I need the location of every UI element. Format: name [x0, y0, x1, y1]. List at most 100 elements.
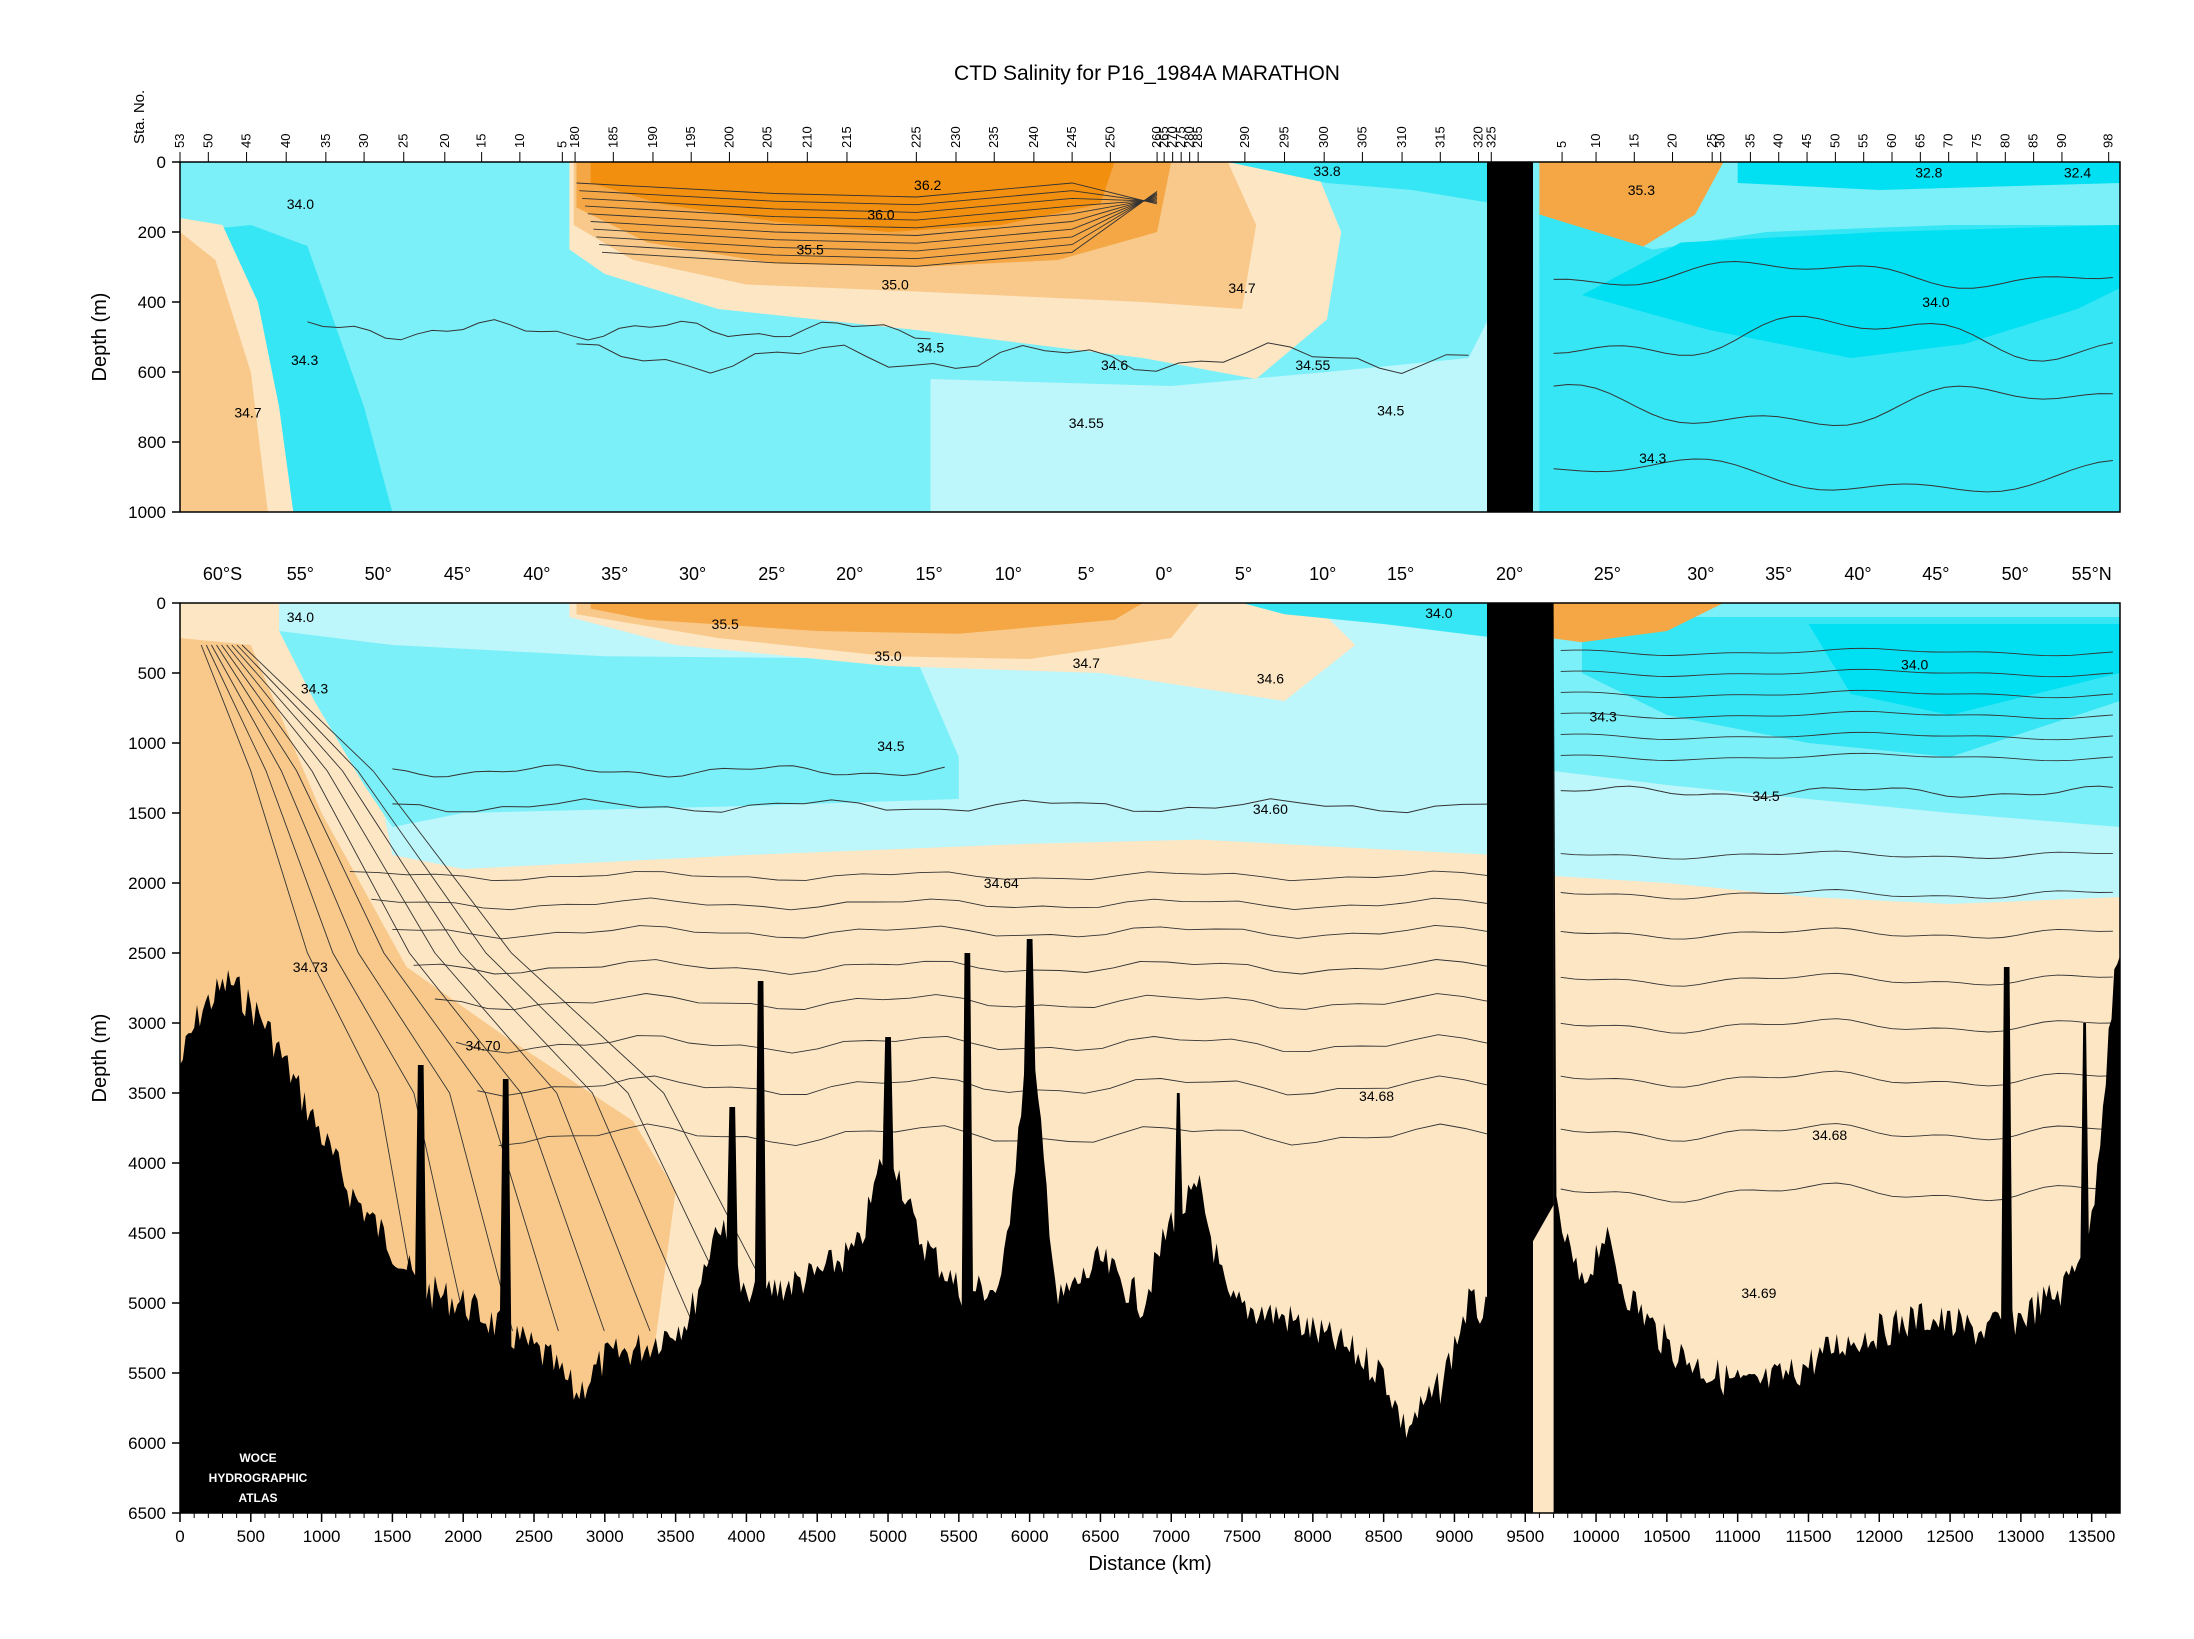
upper-y-axis-label: Depth (m): [89, 293, 111, 382]
latitude-label-14: 10°: [1309, 564, 1336, 584]
upper-contour-label-10: 34.7: [234, 404, 261, 420]
lower-contour-antarctic-0: [200, 644, 422, 1332]
lower-y-tick-label-6: 3000: [128, 1014, 166, 1033]
station-label-43: 25: [1704, 134, 1719, 148]
station-axis-label: Sta. No.: [131, 90, 148, 144]
lower-fill-strong-tropic: [590, 603, 1143, 634]
latitude-label-10: 10°: [995, 564, 1022, 584]
lower-contour-label-11: 34.5: [1752, 788, 1779, 804]
upper-contour-34-2-north: [1553, 383, 2113, 427]
upper-y-tick-label-0: 0: [157, 153, 166, 172]
upper-contour-label-9: 34.3: [291, 352, 318, 368]
x-tick-label-12: 6000: [1011, 1527, 1049, 1546]
lower-y-tick-label-4: 2000: [128, 874, 166, 893]
lower-contour-label-8: 34.0: [1901, 657, 1928, 673]
station-label-33: 300: [1316, 126, 1331, 148]
x-tick-label-6: 3000: [586, 1527, 624, 1546]
lower-contour-deep-n-6: [1560, 1123, 2113, 1142]
upper-contour-label-12: 34.5: [1377, 403, 1404, 419]
station-label-46: 40: [1771, 134, 1786, 148]
lower-contour-antarctic-6: [231, 644, 697, 1332]
upper-panel: 34.036.236.035.535.0 34.734.534.6 34.5534.…: [89, 90, 2121, 522]
lower-y-tick-label-5: 2500: [128, 944, 166, 963]
station-label-4: 35: [318, 134, 333, 148]
upper-y-tick-label-2: 400: [138, 293, 166, 312]
station-label-37: 320: [1471, 126, 1486, 148]
upper-contour-label-5: 34.7: [1228, 280, 1255, 296]
x-tick-label-15: 7500: [1223, 1527, 1261, 1546]
station-label-38: 325: [1483, 126, 1498, 148]
lower-fill-strong-north: [1539, 603, 1724, 643]
lower-contour-label-5: 34.3: [301, 680, 328, 696]
upper-contour-tropic-5: [590, 196, 1158, 236]
station-label-25: 260: [1149, 126, 1164, 148]
station-label-54: 80: [1997, 134, 2012, 148]
x-tick-label-13: 6500: [1082, 1527, 1120, 1546]
lower-contour-north-upper-4: [1560, 731, 2113, 741]
latitude-label-16: 20°: [1496, 564, 1523, 584]
station-label-13: 190: [645, 126, 660, 148]
upper-contour-label-11: 34.55: [1069, 415, 1104, 431]
upper-contour-label-18: 34.3: [1639, 450, 1666, 466]
lower-contour-label-9: 34.3: [1590, 708, 1617, 724]
upper-contour-label-0: 34.0: [287, 196, 314, 212]
station-label-20: 230: [948, 126, 963, 148]
station-label-17: 210: [799, 126, 814, 148]
station-label-19: 225: [908, 126, 923, 148]
station-label-32: 295: [1277, 126, 1292, 148]
latitude-label-17: 25°: [1594, 564, 1621, 584]
lower-contour-label-10: 34.60: [1253, 801, 1288, 817]
station-label-2: 45: [239, 134, 254, 148]
latitude-label-15: 15°: [1387, 564, 1414, 584]
upper-contour-label-15: 32.8: [1915, 165, 1942, 181]
station-label-12: 185: [605, 126, 620, 148]
station-label-44: 30: [1713, 134, 1728, 148]
lower-contour-deep-s-5: [455, 1034, 1490, 1054]
latitude-label-9: 15°: [915, 564, 942, 584]
station-label-39: 5: [1554, 141, 1569, 148]
upper-contour-label-6: 34.5: [917, 340, 944, 356]
station-label-35: 310: [1394, 126, 1409, 148]
station-label-7: 20: [437, 134, 452, 148]
lower-contour-deep-s-2: [392, 924, 1490, 940]
station-label-42: 20: [1665, 134, 1680, 148]
x-tick-label-2: 1000: [303, 1527, 341, 1546]
lower-contour-north-upper-0: [1560, 647, 2113, 657]
x-tick-label-18: 9000: [1436, 1527, 1474, 1546]
lower-contour-antarctic-7: [236, 644, 743, 1332]
latitude-label-12: 0°: [1156, 564, 1173, 584]
upper-contour-34-3-north: [1553, 458, 2113, 493]
lower-y-tick-label-10: 5000: [128, 1294, 166, 1313]
x-tick-label-27: 13500: [2068, 1527, 2115, 1546]
upper-contour-tropic-4: [587, 197, 1158, 229]
latitude-label-6: 30°: [679, 564, 706, 584]
lower-contour-antarctic-8: [241, 644, 789, 1332]
station-label-24: 250: [1102, 126, 1117, 148]
latitude-label-23: 55°N: [2072, 564, 2112, 584]
lower-contour-deep-n-0: [1560, 850, 2113, 860]
upper-contour-34-1-north: [1553, 315, 2114, 362]
station-label-45: 35: [1742, 134, 1757, 148]
x-tick-label-9: 4500: [798, 1527, 836, 1546]
lower-y-tick-label-0: 0: [157, 594, 166, 613]
station-label-14: 195: [683, 126, 698, 148]
upper-frame: [179, 161, 2121, 513]
latitude-label-22: 50°: [2002, 564, 2029, 584]
x-tick-label-20: 10000: [1572, 1527, 1619, 1546]
lower-contour-label-12: 34.64: [984, 875, 1019, 891]
station-label-53: 75: [1969, 134, 1984, 148]
lower-y-tick-label-13: 6500: [128, 1504, 166, 1523]
station-label-47: 45: [1799, 134, 1814, 148]
upper-contour-label-8: 34.55: [1295, 357, 1330, 373]
station-label-10: 5: [554, 141, 569, 148]
x-tick-label-22: 11000: [1715, 1527, 1761, 1546]
station-label-41: 15: [1626, 134, 1641, 148]
lower-contour-deep-n-2: [1560, 927, 2113, 940]
station-label-6: 25: [396, 134, 411, 148]
latitude-label-0: 60°S: [203, 564, 242, 584]
lower-contour-label-6: 34.5: [877, 738, 904, 754]
lower-contour-34-5-north: [1560, 785, 2113, 798]
chart-title: CTD Salinity for P16_1984A MARATHON: [954, 62, 1340, 85]
lower-contour-antarctic-3: [216, 644, 559, 1332]
lower-contour-label-1: 35.5: [712, 616, 739, 632]
